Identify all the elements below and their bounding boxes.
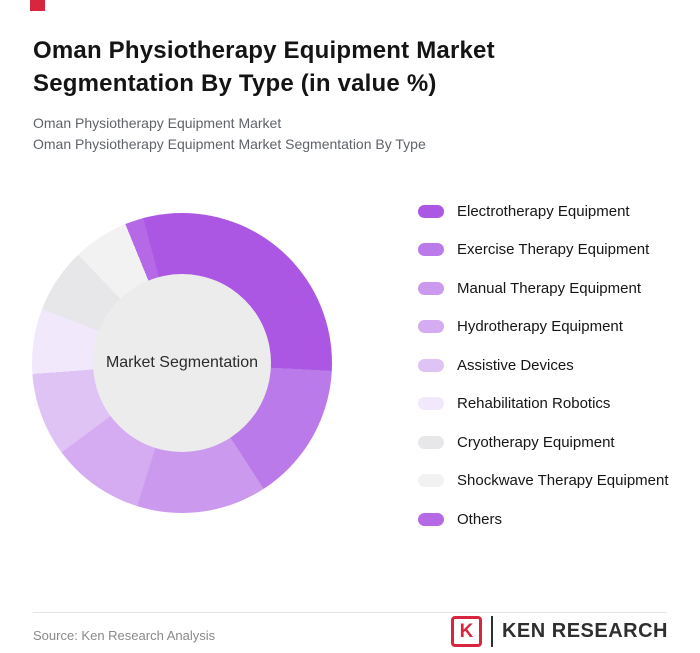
legend-item: Manual Therapy Equipment [418, 277, 669, 299]
legend-item: Cryotherapy Equipment [418, 431, 669, 453]
legend-swatch [418, 204, 444, 218]
legend-item: Exercise Therapy Equipment [418, 239, 669, 261]
donut-center-label: Market Segmentation [105, 354, 259, 371]
subtitle-block: Oman Physiotherapy Equipment Market Oman… [33, 113, 426, 155]
source-text: Source: Ken Research Analysis [33, 628, 216, 643]
legend-swatch [418, 358, 444, 372]
legend-swatch [418, 320, 444, 333]
legend-item: Shockwave Therapy Equipment [418, 470, 669, 492]
legend-item: Hydrotherapy Equipment [418, 316, 669, 338]
logo-divider [490, 616, 493, 647]
legend-label: Electrotherapy Equipment [457, 202, 630, 220]
page-title: Oman Physiotherapy Equipment Market Segm… [33, 37, 495, 98]
legend-label: Assistive Devices [457, 356, 574, 374]
legend-swatch [418, 397, 444, 410]
chart-legend: Electrotherapy Equipment Exercise Therap… [418, 200, 669, 547]
legend-item: Others [418, 508, 669, 530]
logo-k-letter: K [459, 620, 474, 642]
legend-label: Shockwave Therapy Equipment [457, 472, 669, 489]
brand-accent-square [30, 0, 45, 11]
legend-swatch [418, 474, 444, 487]
legend-label: Others [457, 510, 503, 528]
legend-label: Rehabilitation Robotics [457, 395, 611, 412]
legend-item: Electrotherapy Equipment [418, 200, 669, 222]
legend-label: Manual Therapy Equipment [457, 279, 641, 297]
legend-item: Assistive Devices [418, 354, 669, 376]
donut-chart: Market Segmentation [32, 213, 332, 513]
legend-label: Exercise Therapy Equipment [457, 241, 650, 258]
legend-swatch [418, 243, 444, 256]
ken-research-logo: K KEN RESEARCH [450, 616, 668, 647]
legend-swatch [418, 512, 444, 526]
donut-hole: Market Segmentation [93, 274, 271, 452]
legend-label: Cryotherapy Equipment [457, 433, 615, 451]
legend-swatch [418, 435, 444, 449]
footer-divider [33, 612, 667, 613]
subtitle-line-2: Oman Physiotherapy Equipment Market Segm… [33, 136, 426, 152]
legend-item: Rehabilitation Robotics [418, 393, 669, 415]
subtitle-line-1: Oman Physiotherapy Equipment Market [33, 115, 282, 131]
logo-k-square: K [450, 616, 482, 647]
logo-text: KEN RESEARCH [501, 620, 668, 642]
legend-swatch [418, 281, 444, 295]
legend-label: Hydrotherapy Equipment [457, 318, 623, 335]
